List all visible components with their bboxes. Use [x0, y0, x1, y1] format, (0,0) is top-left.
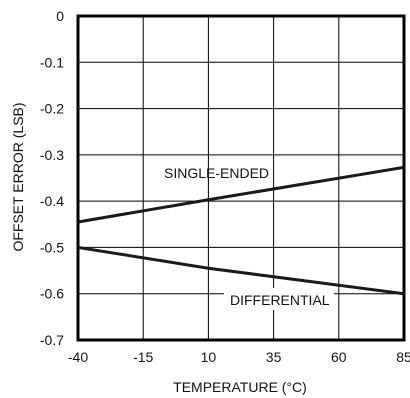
- x-tick-label: -40: [68, 349, 88, 365]
- plot-frame: [76, 14, 406, 342]
- series-lines: [77, 165, 405, 296]
- x-axis-title: TEMPERATURE (°C): [173, 379, 307, 395]
- y-tick-label: 0: [56, 8, 64, 24]
- x-tick-label: 10: [201, 349, 217, 365]
- series-line-differential: [77, 245, 405, 296]
- series-label-single-ended: SINGLE-ENDED: [164, 165, 269, 181]
- y-tick-label: -0.5: [40, 239, 64, 255]
- series-label-differential: DIFFERENTIAL: [230, 292, 330, 308]
- y-tick-label: -0.7: [40, 332, 64, 348]
- series-line-single-ended: [77, 165, 405, 224]
- x-tick-label: -15: [133, 349, 153, 365]
- y-axis-title: OFFSET ERROR (LSB): [10, 102, 26, 251]
- y-tick-label: -0.3: [40, 147, 64, 163]
- x-tick-label: 35: [266, 349, 282, 365]
- y-tick-label: -0.1: [40, 54, 64, 70]
- y-tick-label: -0.6: [40, 286, 64, 302]
- x-tick-labels: -40 -15 10 35 60 85: [68, 349, 410, 365]
- series-label-differential-background: [224, 288, 334, 310]
- series-label-differential-group: DIFFERENTIAL: [224, 288, 334, 310]
- x-tick-label: 60: [331, 349, 347, 365]
- y-tick-label: -0.2: [40, 101, 64, 117]
- x-tick-label: 85: [396, 349, 410, 365]
- y-tick-labels: 0 -0.1 -0.2 -0.3 -0.4 -0.5 -0.6 -0.7: [40, 8, 64, 348]
- grid-lines: [78, 16, 404, 340]
- y-tick-label: -0.4: [40, 193, 64, 209]
